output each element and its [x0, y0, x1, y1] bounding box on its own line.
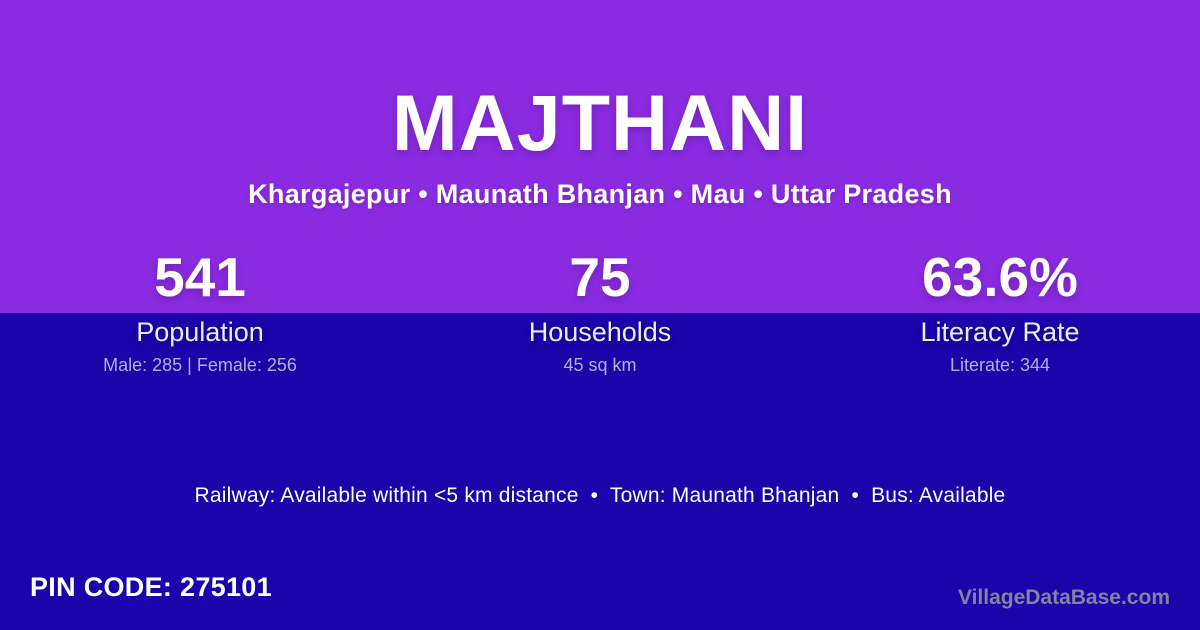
page-title: MAJTHANI	[391, 78, 809, 167]
watermark: VillageDataBase.com	[957, 586, 1170, 609]
amenities-line: Railway: Available within <5 km distance…	[194, 484, 1006, 507]
households-cell: Households 45 sq km	[400, 316, 800, 377]
population-value: 541	[154, 246, 246, 308]
top-section: MAJTHANI Khargajepur • Maunath Bhanjan •…	[0, 0, 1200, 313]
households-detail: 45 sq km	[563, 355, 637, 376]
population-cell: Population Male: 285 | Female: 256	[0, 316, 400, 377]
literacy-cell: Literacy Rate Literate: 344	[800, 316, 1200, 377]
population-detail: Male: 285 | Female: 256	[103, 355, 297, 376]
location-breadcrumb: Khargajepur • Maunath Bhanjan • Mau • Ut…	[248, 179, 952, 209]
households-label: Households	[528, 317, 672, 347]
stats-labels-row: Population Male: 285 | Female: 256 House…	[0, 313, 1200, 377]
households-value: 75	[569, 246, 631, 308]
literacy-rate-detail: Literate: 344	[949, 355, 1051, 376]
literacy-rate-value: 63.6%	[922, 246, 1078, 308]
literacy-rate-label: Literacy Rate	[920, 317, 1080, 347]
population-label: Population	[136, 317, 264, 347]
bottom-section: Population Male: 285 | Female: 256 House…	[0, 313, 1200, 630]
pin-code: PIN CODE: 275101	[30, 572, 272, 602]
stats-values-row: 541 75 63.6%	[0, 250, 1200, 313]
